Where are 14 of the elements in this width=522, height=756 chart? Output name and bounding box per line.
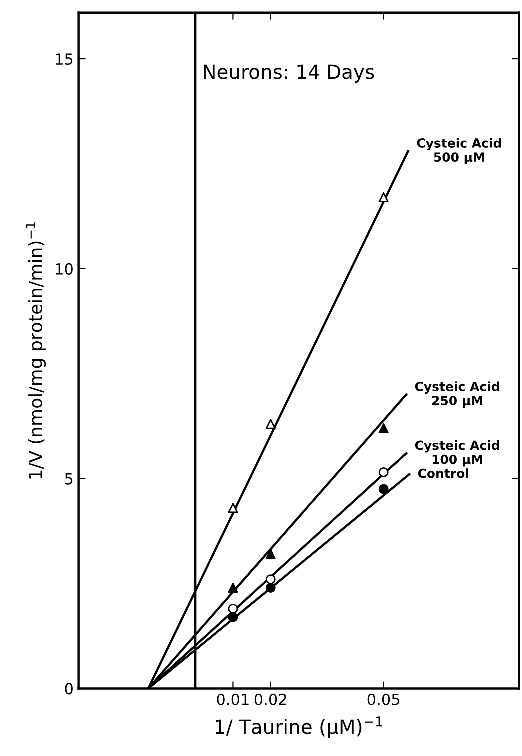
x-axis-title: 1/ Taurine (μM)$^{−1}$ [216, 716, 382, 738]
x-tick-label: 0.02 [254, 694, 286, 706]
x-tick-label: 0.05 [368, 694, 400, 706]
x-tick-label: 0.01 [217, 694, 249, 706]
y-tick-label: 15 [56, 54, 73, 66]
y-tick-label: 5 [65, 473, 73, 485]
y-tick-label: 10 [56, 263, 73, 275]
annotation: Control [418, 468, 468, 478]
annotation: Cysteic Acid 250 μM [415, 382, 500, 408]
annotation: Cysteic Acid 100 μM [415, 440, 500, 467]
y-axis-title: 1/V (nmol/mg protein/min)$^{−1}$ [26, 222, 46, 479]
annotation: Cysteic Acid 500 μM [417, 138, 502, 164]
text: Neurons: 14 Days [204, 64, 374, 84]
y-tick-label: 0 [65, 683, 73, 695]
